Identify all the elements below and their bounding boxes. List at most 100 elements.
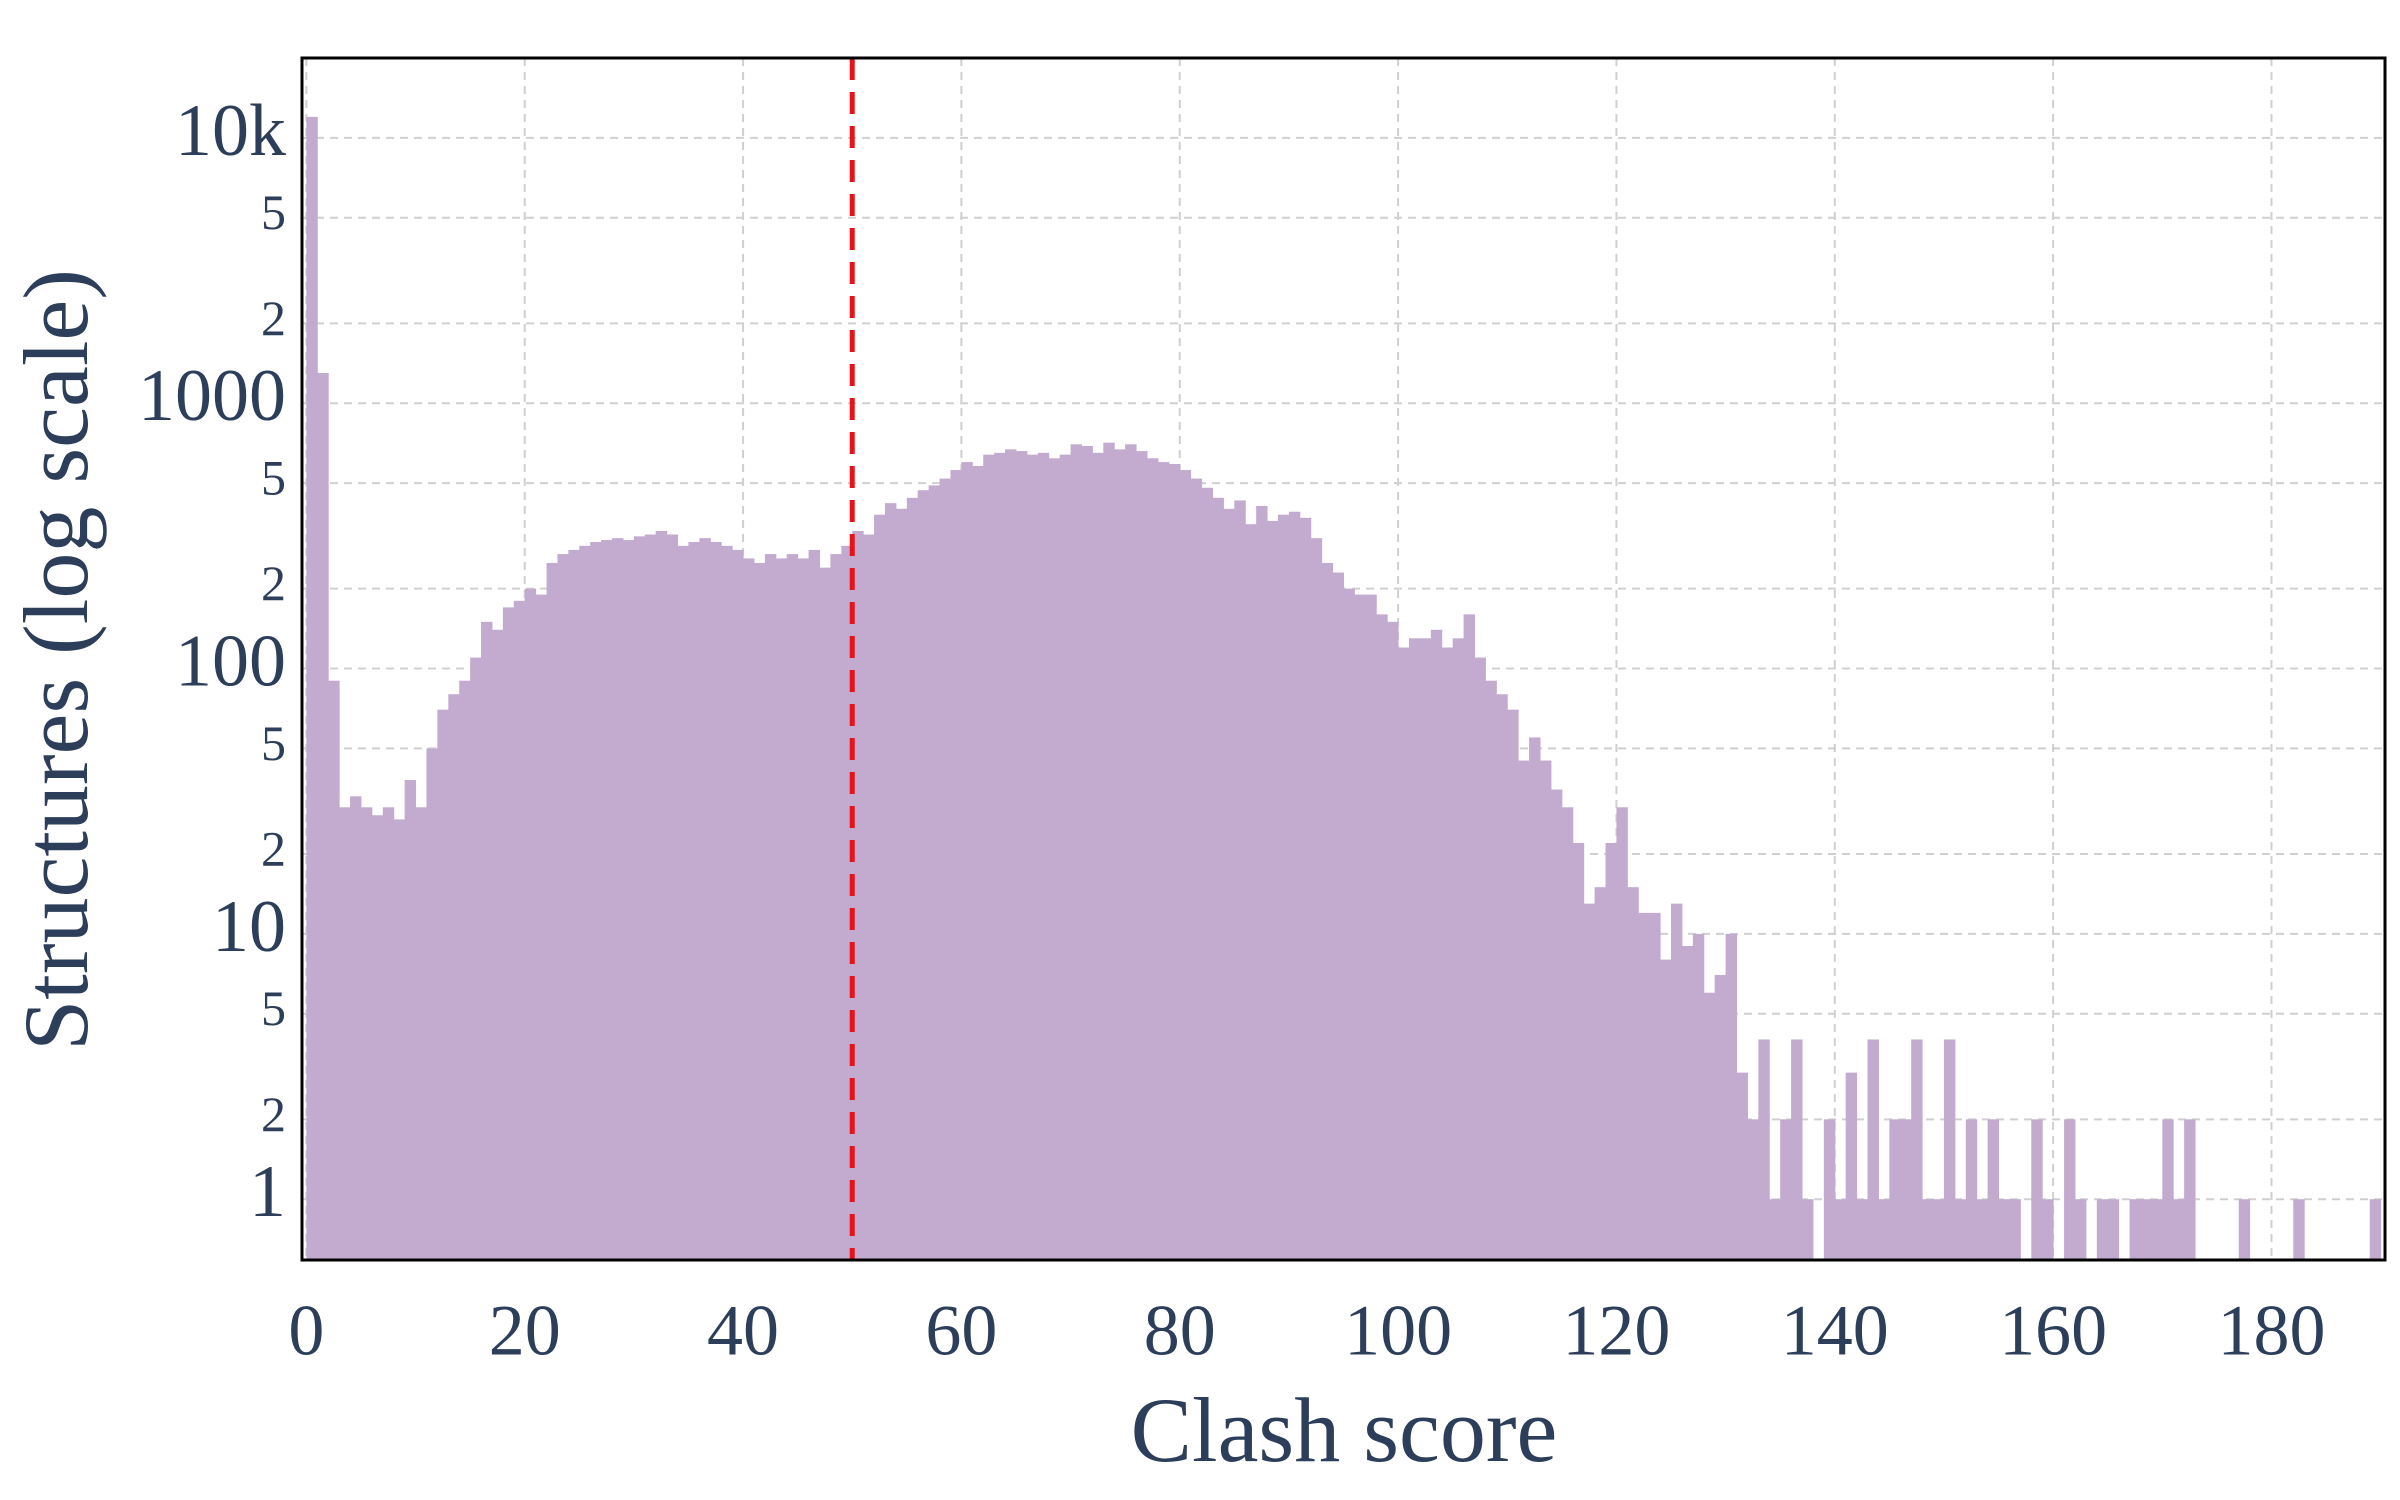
bar xyxy=(448,694,460,1260)
bar xyxy=(1518,760,1530,1260)
bar xyxy=(1409,638,1421,1260)
bar xyxy=(764,554,777,1260)
bar xyxy=(2369,1199,2382,1260)
bar xyxy=(753,562,766,1260)
bar xyxy=(710,541,722,1260)
bar xyxy=(1387,621,1399,1260)
bar xyxy=(633,536,646,1260)
bar xyxy=(1856,1199,1869,1260)
x-tick-label: 0 xyxy=(288,1291,324,1371)
bar xyxy=(339,807,351,1260)
y-tick-label: 2 xyxy=(261,820,286,876)
bar xyxy=(1441,647,1454,1260)
x-tick-label: 140 xyxy=(1781,1291,1889,1371)
bar xyxy=(1376,614,1388,1260)
bar xyxy=(1168,464,1181,1261)
bar xyxy=(306,116,318,1260)
bar xyxy=(1321,562,1334,1260)
bar xyxy=(1507,709,1519,1260)
bar xyxy=(1834,1199,1847,1260)
bar xyxy=(317,372,329,1260)
bar xyxy=(721,545,733,1260)
bar xyxy=(2173,1199,2185,1260)
bar xyxy=(601,540,613,1260)
x-tick-label: 80 xyxy=(1144,1291,1216,1371)
bar xyxy=(2129,1199,2141,1260)
bar xyxy=(1343,588,1355,1260)
bar xyxy=(1267,520,1279,1260)
bar xyxy=(677,545,689,1260)
bar xyxy=(1561,807,1574,1260)
bar xyxy=(1485,680,1497,1260)
bar xyxy=(1933,1199,1945,1260)
x-axis-label: Clash score xyxy=(1131,1379,1558,1481)
bar xyxy=(1911,1039,1923,1260)
y-tick-label: 2 xyxy=(261,555,286,611)
bar xyxy=(808,549,820,1260)
bar xyxy=(513,600,526,1260)
bar xyxy=(557,554,569,1260)
bar xyxy=(797,558,810,1260)
bar xyxy=(1223,508,1235,1261)
x-tick-label: 160 xyxy=(1999,1291,2107,1371)
bar xyxy=(1081,445,1093,1260)
bar xyxy=(371,815,384,1260)
bar xyxy=(917,490,930,1260)
bar xyxy=(2238,1199,2251,1260)
bar xyxy=(830,554,842,1260)
bar xyxy=(2009,1199,2021,1260)
bar xyxy=(950,470,962,1260)
bar xyxy=(699,538,711,1260)
bar xyxy=(382,807,395,1260)
bar xyxy=(1092,452,1104,1260)
bar xyxy=(1900,1119,1912,1260)
bar xyxy=(1365,594,1377,1260)
bar xyxy=(841,545,853,1260)
bar xyxy=(579,545,591,1260)
x-tick-label: 20 xyxy=(489,1291,561,1371)
bar xyxy=(1583,903,1596,1260)
y-tick-label: 2 xyxy=(261,290,286,346)
bar xyxy=(775,558,788,1260)
x-tick-label: 40 xyxy=(707,1291,779,1371)
bar xyxy=(1714,974,1727,1260)
bar xyxy=(1572,843,1585,1260)
bar xyxy=(1419,638,1432,1260)
bar xyxy=(1398,647,1410,1260)
bar xyxy=(2293,1199,2305,1260)
bar xyxy=(1703,992,1716,1260)
bar xyxy=(1605,843,1617,1260)
bar xyxy=(1616,807,1628,1260)
bar xyxy=(1747,1119,1759,1260)
x-tick-label: 100 xyxy=(1344,1291,1452,1371)
bar xyxy=(1529,737,1541,1260)
bar xyxy=(1179,470,1192,1260)
bar xyxy=(546,562,558,1260)
bar xyxy=(404,780,417,1260)
bar xyxy=(1965,1119,1978,1260)
bar xyxy=(1660,959,1672,1260)
y-tick-label: 5 xyxy=(261,980,286,1036)
bar xyxy=(328,680,340,1260)
bar xyxy=(1976,1199,1989,1260)
y-tick-label: 10k xyxy=(175,90,286,172)
y-tick-label: 1 xyxy=(249,1151,286,1233)
bar xyxy=(1277,514,1290,1260)
bar xyxy=(590,541,602,1260)
bar xyxy=(655,530,668,1260)
bar xyxy=(415,807,427,1260)
bar xyxy=(1452,638,1465,1260)
bar xyxy=(1026,454,1039,1260)
bar xyxy=(1059,454,1072,1260)
bar xyxy=(350,796,362,1260)
bar xyxy=(972,465,984,1260)
plot-frame xyxy=(300,56,2387,1262)
bar xyxy=(1671,903,1683,1260)
bar xyxy=(1474,657,1486,1260)
bar xyxy=(1540,760,1552,1260)
bar xyxy=(2151,1199,2163,1260)
bar xyxy=(1649,912,1661,1260)
bar xyxy=(1070,444,1082,1261)
y-tick-label: 100 xyxy=(175,621,286,703)
